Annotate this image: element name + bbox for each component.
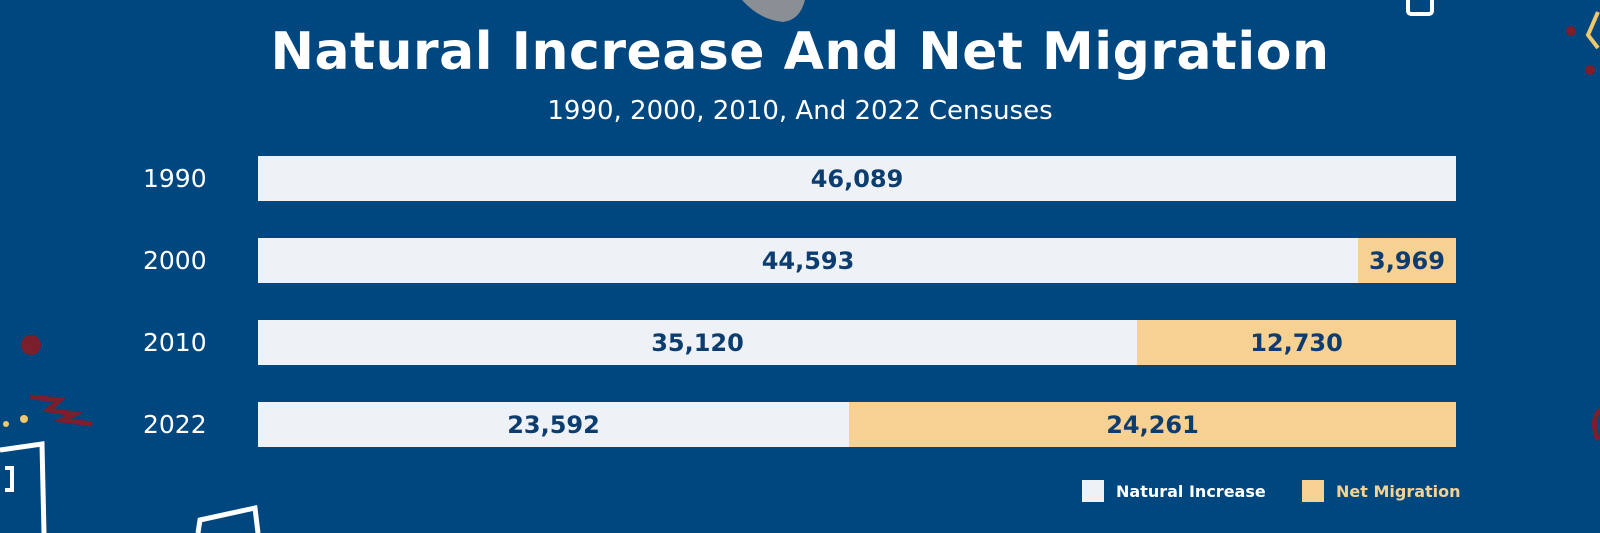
decorative-dot [3,421,9,427]
bar-net-migration: 12,730 [1137,320,1456,365]
decorative-white-outline [1406,0,1434,16]
data-label-net-migration: 12,730 [1250,328,1343,357]
decorative-dot [20,415,28,423]
data-label-net-migration: 3,969 [1369,246,1445,275]
data-label-natural-increase: 23,592 [507,410,600,439]
bar-net-migration: 3,969 [1358,238,1456,283]
legend-swatch-net-migration [1302,480,1324,502]
decorative-white-outline [0,441,47,533]
legend-net-migration: Net Migration [1302,479,1461,503]
category-label: 2022 [143,410,207,439]
legend-label-natural-increase: Natural Increase [1116,481,1266,501]
legend-label-net-migration: Net Migration [1336,481,1461,501]
data-label-natural-increase: 44,593 [761,246,855,275]
category-label: 2000 [143,246,207,275]
category-label: 1990 [143,164,207,193]
data-label-net-migration: 24,261 [1106,410,1199,439]
decorative-dot [21,335,41,355]
chart-subtitle: 1990, 2000, 2010, And 2022 Censuses [547,96,1053,126]
legend-swatch-natural-increase [1082,480,1104,502]
data-label-natural-increase: 46,089 [810,164,904,193]
category-label: 2010 [143,328,207,357]
decorative-red-shape [1592,408,1600,441]
decorative-squiggle [29,394,93,427]
bar-net-migration: 24,261 [849,402,1456,447]
decorative-white-outline [195,504,261,533]
chart-title: Natural Increase And Net Migration [270,22,1330,82]
bar-natural-increase: 23,592 [258,402,849,447]
bar-natural-increase: 35,120 [258,320,1137,365]
data-label-natural-increase: 35,120 [651,328,744,357]
decorative-white-outline [5,466,14,492]
decorative-grey-shape [742,0,805,22]
bar-natural-increase: 46,089 [258,156,1456,201]
legend-natural-increase: Natural Increase [1082,479,1266,503]
bar-natural-increase: 44,593 [258,238,1358,283]
